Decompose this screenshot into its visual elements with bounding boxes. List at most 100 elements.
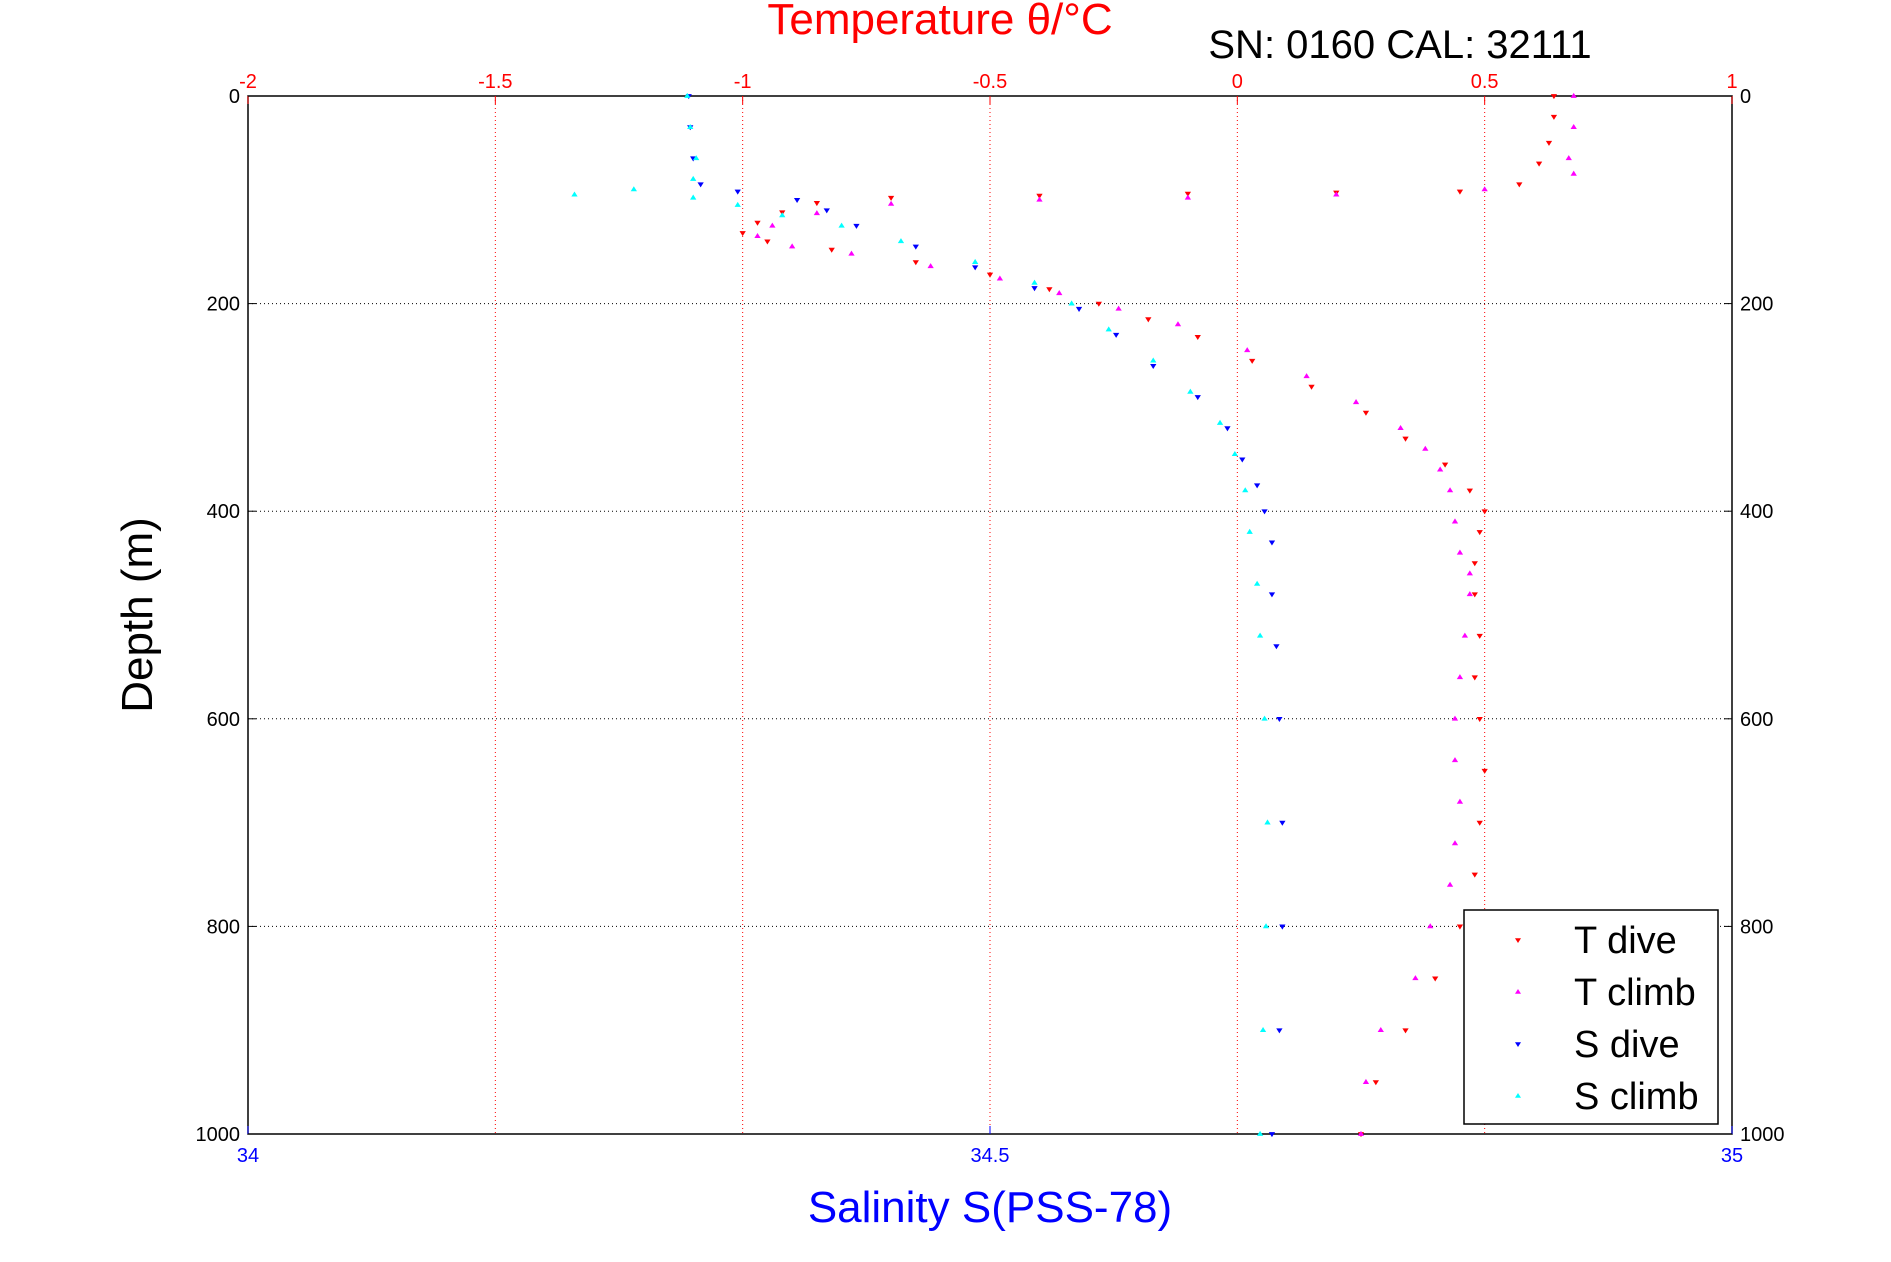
data-point <box>1451 757 1459 763</box>
data-point <box>1036 196 1043 202</box>
data-point <box>1256 632 1264 638</box>
series-s-dive <box>685 94 1286 1138</box>
data-point <box>1476 820 1483 826</box>
data-point <box>1402 1028 1409 1034</box>
data-point <box>1451 840 1459 846</box>
y-axis-title: Depth (m) <box>113 517 162 713</box>
data-point <box>1441 462 1449 468</box>
data-point <box>1471 675 1478 681</box>
data-point <box>1239 457 1246 463</box>
data-point <box>986 272 994 278</box>
data-point <box>1565 155 1572 161</box>
data-point <box>1112 332 1120 338</box>
data-point <box>1031 279 1038 285</box>
data-point <box>1456 674 1464 680</box>
data-point <box>697 182 704 188</box>
data-point <box>1261 715 1268 721</box>
top-tick-label: -2 <box>239 71 257 93</box>
data-point <box>734 189 741 195</box>
axes-layer: -2 -1.5 -1 -0.5 0 0.5 1 34 34.5 35 0 0 200 200 400 400 6… <box>196 71 1785 1167</box>
data-point <box>1268 1132 1276 1138</box>
data-point <box>1446 881 1454 887</box>
legend: T dive T climb S dive S climb <box>1463 909 1719 1125</box>
data-point <box>1068 300 1075 306</box>
data-point <box>1471 592 1478 598</box>
data-point <box>1422 445 1429 451</box>
top-tick-label: -1 <box>734 71 752 93</box>
data-point <box>1446 487 1454 493</box>
data-point <box>1377 1027 1384 1033</box>
data-point <box>1471 561 1478 567</box>
data-point <box>1471 872 1478 878</box>
top-tick-label: 1 <box>1726 71 1737 93</box>
data-point <box>1115 305 1122 311</box>
data-point <box>1216 419 1224 425</box>
data-point <box>912 260 919 266</box>
data-point <box>823 208 830 214</box>
data-point <box>1249 358 1256 364</box>
legend-marker <box>1515 938 1521 943</box>
bottom-tick-label: 34.5 <box>971 1145 1010 1167</box>
data-point <box>1333 191 1340 197</box>
data-point <box>754 232 761 238</box>
data-point <box>779 212 786 218</box>
data-point <box>1276 716 1283 722</box>
data-point <box>1481 186 1488 192</box>
data-point <box>1095 301 1102 307</box>
data-point <box>1476 716 1483 722</box>
data-point <box>788 243 796 249</box>
data-point <box>853 223 860 229</box>
left-tick-label: 1000 <box>196 1124 241 1146</box>
data-point <box>1246 528 1253 534</box>
data-point <box>1466 488 1473 494</box>
data-point <box>1184 191 1192 197</box>
data-point <box>1105 326 1112 332</box>
legend-label: T climb <box>1574 972 1696 1014</box>
data-point <box>1461 632 1469 638</box>
data-point <box>1194 334 1201 340</box>
data-point <box>1466 570 1473 576</box>
series-layer <box>571 92 1577 1138</box>
series-t-dive <box>739 94 1558 1138</box>
data-point <box>1150 364 1157 370</box>
data-point <box>1308 384 1315 390</box>
data-point <box>912 244 919 250</box>
data-point <box>684 92 691 98</box>
bottom-axis-title: Salinity S(PSS-78) <box>808 1183 1172 1232</box>
data-point <box>1402 436 1409 442</box>
data-point <box>887 200 895 206</box>
data-point <box>1268 592 1276 598</box>
legend-marker <box>1515 1093 1521 1098</box>
data-point <box>996 275 1004 281</box>
data-point <box>1242 487 1249 493</box>
data-point <box>1451 518 1459 524</box>
data-point <box>1253 483 1261 489</box>
data-point <box>1456 798 1464 804</box>
data-point <box>1372 1080 1379 1086</box>
data-point <box>630 186 637 192</box>
right-tick-label: 1000 <box>1740 1124 1785 1146</box>
data-point <box>1476 633 1483 639</box>
data-point <box>813 210 821 216</box>
data-point <box>1279 924 1286 930</box>
data-point <box>1174 321 1182 327</box>
data-point <box>848 250 855 256</box>
data-point <box>739 231 746 237</box>
data-point <box>1224 426 1231 432</box>
data-point <box>1303 373 1310 379</box>
data-point <box>1231 450 1239 456</box>
data-point <box>972 258 979 264</box>
data-point <box>1451 715 1459 721</box>
data-point <box>1570 123 1577 129</box>
data-point <box>1194 395 1201 401</box>
data-point <box>1535 161 1543 167</box>
data-point <box>1432 976 1439 982</box>
data-point <box>693 155 700 161</box>
data-point <box>1476 530 1483 536</box>
data-point <box>1481 509 1488 515</box>
data-point <box>838 222 845 228</box>
data-point <box>1273 644 1280 650</box>
data-point <box>1184 194 1192 200</box>
data-point <box>690 175 697 181</box>
data-point <box>690 194 697 200</box>
